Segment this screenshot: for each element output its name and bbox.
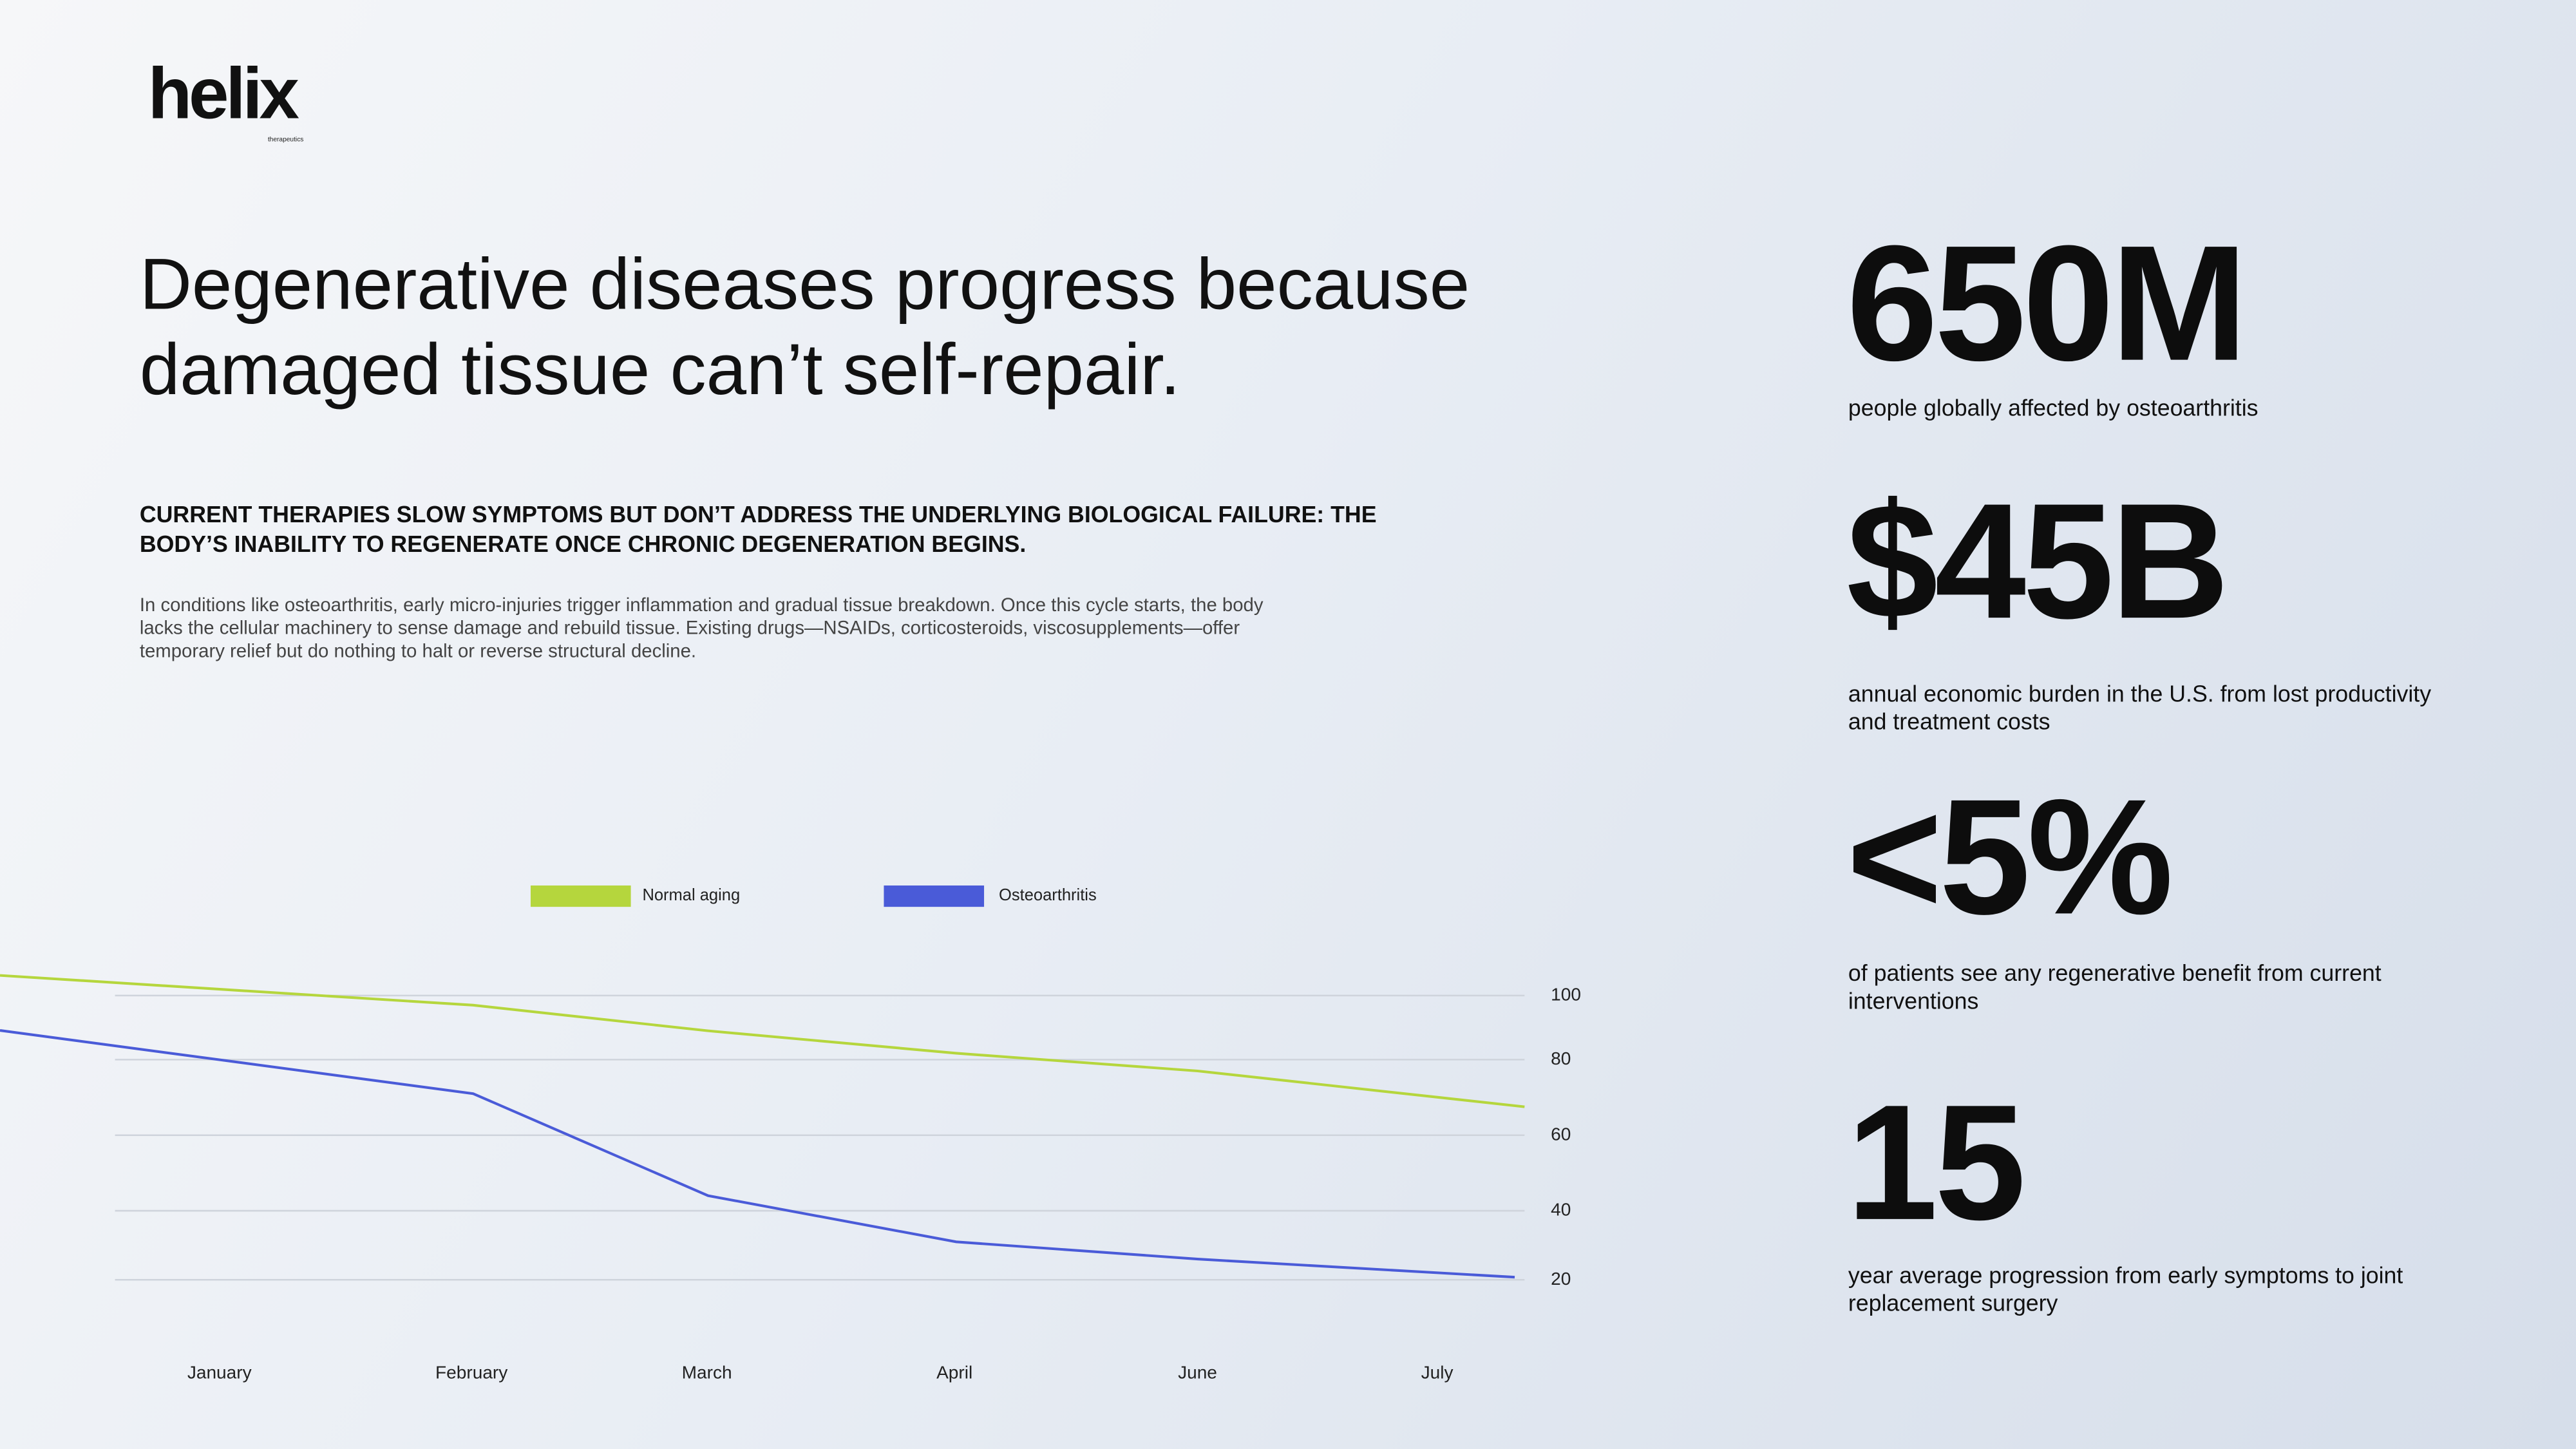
y-tick: 20 <box>1551 1269 1571 1290</box>
stat-label: people globally affected by osteoarthrit… <box>1848 394 2259 421</box>
y-tick: 100 <box>1551 985 1581 1006</box>
y-tick: 40 <box>1551 1200 1571 1221</box>
logo-tagline: therapeutics <box>267 135 304 143</box>
stat-value: <5% <box>1846 765 2173 950</box>
series-line-normal-aging <box>0 974 1525 1108</box>
stat-value: 650M <box>1846 212 2248 396</box>
data-point <box>218 1059 219 1060</box>
helix-logo: helix <box>147 54 299 135</box>
y-tick: 60 <box>1551 1125 1571 1146</box>
body-text: In conditions like osteoarthritis, early… <box>139 596 1264 663</box>
legend-swatch-normal-aging <box>530 885 631 907</box>
x-tick: February <box>435 1363 508 1383</box>
x-tick: June <box>1178 1363 1217 1383</box>
x-tick: April <box>936 1363 973 1383</box>
y-tick: 80 <box>1551 1050 1571 1070</box>
stat-label: annual economic burden in the U.S. from … <box>1848 680 2432 735</box>
x-tick: July <box>1421 1363 1454 1383</box>
subheading: Current therapies slow symptoms but don’… <box>139 501 1377 557</box>
x-tick: March <box>681 1363 732 1383</box>
line-chart <box>0 974 1525 1281</box>
stat-label: of patients see any regenerative benefit… <box>1848 959 2382 1014</box>
stat-value: $45B <box>1846 469 2230 654</box>
intro-text-column: Degenerative diseases progress because d… <box>140 243 1783 664</box>
legend-swatch-osteoarthritis <box>884 885 985 907</box>
series-line-osteoarthritis <box>0 1029 1515 1279</box>
stat-label: year average progression from early symp… <box>1848 1262 2403 1316</box>
data-point <box>1197 1070 1198 1072</box>
data-point <box>218 989 219 990</box>
page-title: Degenerative diseases progress because d… <box>139 245 1470 411</box>
stat-value: 15 <box>1846 1071 2026 1255</box>
legend-label: Normal aging <box>642 887 741 905</box>
x-tick: January <box>187 1363 252 1383</box>
legend-label: Osteoarthritis <box>999 887 1097 905</box>
data-point <box>1197 1258 1198 1260</box>
